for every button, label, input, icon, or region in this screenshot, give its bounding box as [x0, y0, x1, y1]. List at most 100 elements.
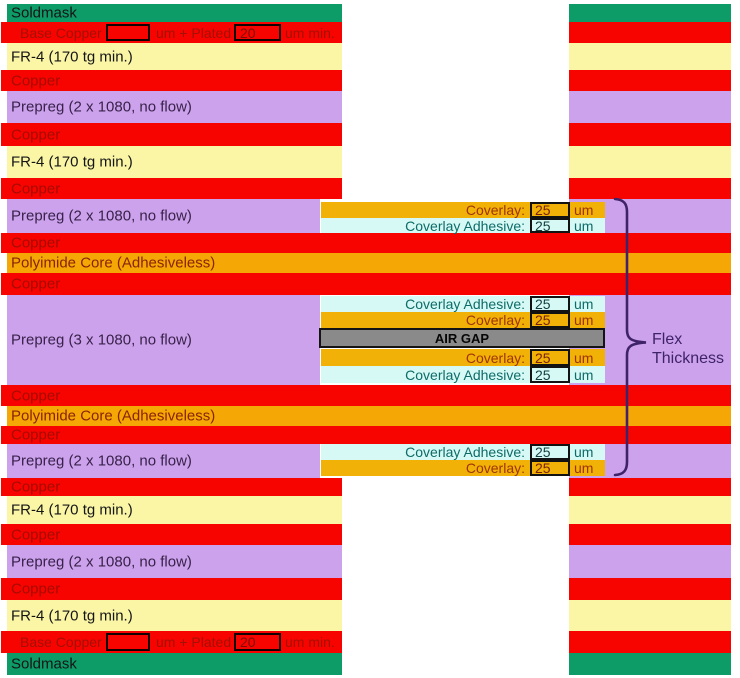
layer-copper-flex-2: Copper [1, 273, 731, 295]
layer-copper-3: Copper [1, 178, 342, 199]
coverlay-thickness-input[interactable]: 25 [530, 312, 570, 328]
coverlay-unit: um [574, 460, 594, 476]
layer-label: Prepreg (2 x 1080, no flow) [11, 98, 192, 116]
coverlay-label: Coverlay: [465, 349, 525, 366]
layer-label: Prepreg (2 x 1080, no flow) [11, 452, 192, 470]
layer-base-copper-bottom: Base Copper um + Plated 20 um min. [1, 631, 342, 653]
layer-copper-flex-4: Copper [1, 426, 731, 444]
base-copper-thickness-input[interactable] [106, 24, 150, 41]
layer-prepreg-5: Prepreg (2 x 1080, no flow) [7, 545, 342, 578]
layer-label: Copper [11, 580, 61, 598]
coverlay-adhesive-unit: um [574, 366, 594, 383]
coverlay-adhesive-label: Coverlay Adhesive: [405, 444, 525, 460]
layer-copper-4-right [569, 478, 731, 496]
um-plated-label: um + Plated [156, 634, 232, 650]
coverlay-adhesive-band: Coverlay Adhesive: 25 um [321, 296, 605, 312]
layer-label: Copper [11, 526, 61, 543]
um-plated-label: um + Plated [156, 24, 232, 41]
coverlay-adhesive-band: Coverlay Adhesive: 25 um [321, 366, 605, 383]
layer-fr4-2-right [569, 146, 731, 178]
flex-thickness-line1: Flex [652, 331, 683, 348]
coverlay-unit: um [574, 202, 594, 218]
layer-prepreg-3: Prepreg (3 x 1080, no flow) [7, 295, 320, 385]
coverlay-label: Coverlay: [465, 312, 525, 328]
coverlay-thickness-input[interactable]: 25 [530, 349, 570, 366]
layer-label: Soldmask [11, 4, 77, 22]
coverlay-band: Coverlay: 25 um [321, 460, 605, 476]
layer-copper-2: Copper [1, 123, 342, 146]
layer-prepreg-5-right [569, 545, 731, 578]
layer-fr4-4-right [569, 600, 731, 631]
layer-label: Copper [11, 234, 61, 252]
layer-label: Prepreg (2 x 1080, no flow) [11, 553, 192, 570]
coverlay-adhesive-thickness-input[interactable]: 25 [530, 218, 570, 234]
layer-soldmask-bottom: Soldmask [7, 653, 342, 675]
layer-label: Prepreg (3 x 1080, no flow) [11, 331, 192, 349]
coverlay-adhesive-thickness-input[interactable]: 25 [530, 296, 570, 312]
coverlay-adhesive-label: Coverlay Adhesive: [405, 366, 525, 383]
air-gap-bar: AIR GAP [319, 328, 605, 348]
layer-polyimide-2: Polyimide Core (Adhesiveless) [7, 406, 731, 426]
layer-copper-5: Copper [1, 524, 342, 545]
coverlay-adhesive-thickness-input[interactable]: 25 [530, 366, 570, 383]
layer-copper-2-right [569, 123, 731, 146]
flex-thickness-label: Flex Thickness [652, 330, 724, 368]
layer-fr4-1: FR-4 (170 tg min.) [7, 43, 342, 70]
layer-base-copper-top-right [569, 22, 731, 43]
layer-polyimide-1: Polyimide Core (Adhesiveless) [7, 253, 731, 273]
layer-label: FR-4 (170 tg min.) [11, 48, 133, 65]
coverlay-band: Coverlay: 25 um [321, 312, 605, 328]
layer-label: Copper [11, 387, 61, 404]
layer-copper-flex-1: Copper [1, 233, 731, 253]
um-min-label: um min. [285, 634, 335, 650]
layer-copper-3-right [569, 178, 731, 199]
coverlay-adhesive-unit: um [574, 217, 594, 234]
layer-label: Prepreg (2 x 1080, no flow) [11, 207, 192, 225]
coverlay-adhesive-thickness-input[interactable]: 25 [530, 444, 570, 460]
layer-label: Soldmask [11, 655, 77, 673]
base-copper-thickness-input[interactable] [106, 633, 150, 651]
coverlay-unit: um [574, 312, 594, 328]
coverlay-band: Coverlay: 25 um [321, 349, 605, 366]
coverlay-adhesive-unit: um [574, 296, 594, 312]
coverlay-adhesive-label: Coverlay Adhesive: [405, 296, 525, 312]
coverlay-adhesive-band: Coverlay Adhesive: 25 um [321, 217, 605, 234]
layer-copper-1-right [569, 70, 731, 91]
plated-thickness-input[interactable]: 20 [234, 633, 281, 651]
flex-thickness-line2: Thickness [652, 350, 725, 367]
layer-fr4-3-right [569, 496, 731, 524]
layer-label: FR-4 (170 tg min.) [11, 607, 133, 624]
layer-fr4-3: FR-4 (170 tg min.) [7, 496, 342, 524]
layer-label: FR-4 (170 tg min.) [11, 153, 133, 171]
layer-fr4-2: FR-4 (170 tg min.) [7, 146, 342, 178]
layer-label: Copper [11, 126, 61, 143]
layer-copper-5-right [569, 524, 731, 545]
layer-soldmask-bottom-right [569, 653, 731, 675]
layer-label: Copper [11, 478, 61, 496]
layer-label: Copper [11, 72, 61, 89]
layer-label: Copper [11, 275, 61, 293]
layer-label: Polyimide Core (Adhesiveless) [11, 407, 216, 425]
layer-copper-4: Copper [1, 478, 342, 496]
coverlay-label: Coverlay: [465, 202, 525, 218]
layer-label: Copper [11, 180, 61, 197]
layer-prepreg-1: Prepreg (2 x 1080, no flow) [7, 91, 342, 123]
coverlay-thickness-input[interactable]: 25 [530, 202, 570, 218]
coverlay-thickness-input[interactable]: 25 [530, 460, 570, 476]
plated-thickness-input[interactable]: 20 [234, 24, 281, 41]
layer-prepreg-1-right [569, 91, 731, 123]
coverlay-label: Coverlay: [465, 460, 525, 476]
layer-copper-6: Copper [1, 578, 342, 600]
base-copper-label: Base Copper [20, 634, 102, 650]
coverlay-unit: um [574, 349, 594, 366]
layer-copper-6-right [569, 578, 731, 600]
layer-copper-flex-3: Copper [1, 385, 731, 406]
layer-soldmask-top-right [569, 4, 731, 22]
layer-base-copper-top: Base Copper um + Plated 20 um min. [1, 22, 342, 43]
layer-soldmask-top: Soldmask [7, 4, 342, 22]
layer-label: Copper [11, 426, 61, 444]
layer-fr4-1-right [569, 43, 731, 70]
coverlay-adhesive-label: Coverlay Adhesive: [405, 217, 525, 234]
base-copper-label: Base Copper [20, 24, 102, 41]
